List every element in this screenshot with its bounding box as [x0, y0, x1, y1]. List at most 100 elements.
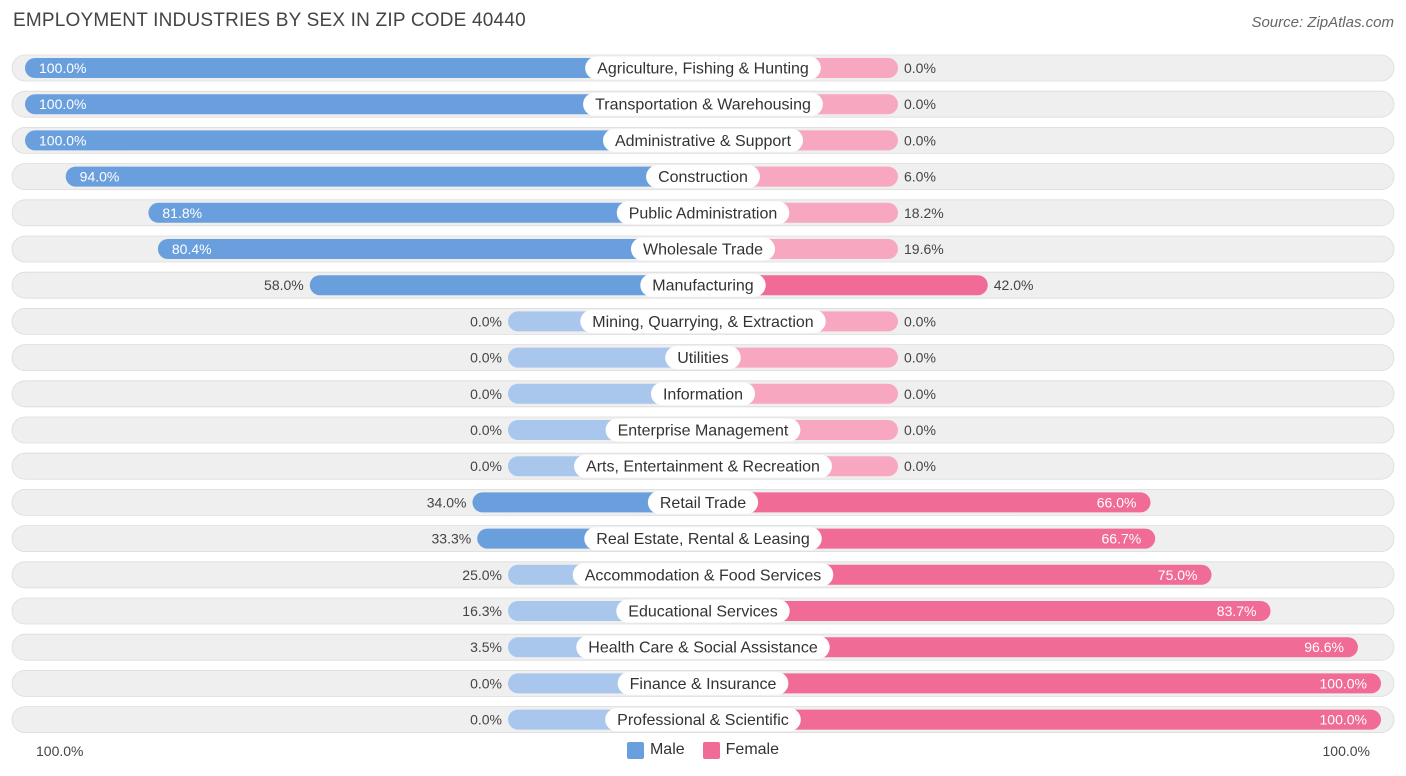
- category-pill: [646, 165, 760, 189]
- category-label: Agriculture, Fishing & Hunting: [597, 61, 809, 78]
- label-male-value: 0.0%: [470, 458, 502, 474]
- bar-female: [703, 709, 1381, 730]
- label-female-value: 0.0%: [904, 96, 936, 112]
- label-male-value: 0.0%: [470, 386, 502, 402]
- label-male-value: 58.0%: [264, 277, 304, 293]
- legend-label-male: Male: [649, 741, 685, 758]
- category-pill: [616, 599, 790, 623]
- label-male-value: 3.5%: [470, 639, 502, 655]
- category-label: Arts, Entertainment & Recreation: [586, 459, 820, 476]
- category-pill: [605, 708, 801, 732]
- category-pill: [572, 563, 834, 587]
- legend-item-male: Male: [626, 741, 685, 759]
- label-female-value: 0.0%: [904, 422, 936, 438]
- category-label: Manufacturing: [652, 278, 753, 295]
- label-female-value: 0.0%: [904, 458, 936, 474]
- bar-female: [703, 601, 1271, 621]
- category-label: Enterprise Management: [618, 423, 789, 440]
- bar-male: [25, 130, 703, 151]
- legend-swatch-female: [702, 741, 720, 759]
- category-pill: [574, 454, 832, 478]
- category-label: Wholesale Trade: [643, 242, 763, 259]
- label-female-value: 0.0%: [904, 313, 936, 329]
- label-female-value: 66.7%: [1102, 531, 1142, 547]
- label-male-value: 80.4%: [172, 241, 212, 257]
- label-male-value: 100.0%: [39, 96, 86, 112]
- category-pill: [630, 237, 776, 261]
- label-male-value: 33.3%: [432, 531, 472, 547]
- category-label: Construction: [658, 169, 748, 186]
- bar-male: [472, 492, 703, 513]
- bar-male: [25, 58, 703, 78]
- legend: Male Female: [0, 741, 1406, 759]
- category-pill: [583, 92, 823, 116]
- category-label: Accommodation & Food Services: [585, 567, 822, 584]
- label-female-value: 96.6%: [1304, 639, 1344, 655]
- label-male-value: 0.0%: [470, 350, 502, 366]
- category-pill: [580, 309, 826, 333]
- label-male-value: 0.0%: [470, 313, 502, 329]
- label-female-value: 0.0%: [904, 132, 936, 148]
- category-label: Information: [663, 386, 743, 403]
- bar-male: [65, 166, 704, 187]
- bar-male: [148, 202, 703, 223]
- label-male-value: 0.0%: [470, 712, 502, 728]
- label-female-value: 66.0%: [1097, 494, 1137, 510]
- bar-female: [703, 275, 988, 296]
- category-label: Public Administration: [629, 205, 778, 222]
- category-label: Health Care & Social Assistance: [588, 640, 818, 657]
- category-pill: [617, 671, 789, 695]
- legend-swatch-male: [626, 741, 644, 759]
- label-male-value: 81.8%: [162, 205, 202, 221]
- category-pill: [602, 128, 804, 152]
- label-male-value: 0.0%: [470, 675, 502, 691]
- category-label: Professional & Scientific: [617, 712, 789, 729]
- category-pill: [585, 56, 821, 80]
- category-pill: [584, 527, 822, 551]
- label-female-value: 100.0%: [1320, 712, 1367, 728]
- legend-label-female: Female: [725, 741, 780, 758]
- bar-female: [703, 492, 1151, 513]
- label-male-value: 100.0%: [39, 132, 86, 148]
- label-male-value: 16.3%: [462, 603, 502, 619]
- bar-female: [703, 637, 1358, 658]
- label-female-value: 42.0%: [994, 277, 1034, 293]
- category-pill: [605, 418, 801, 442]
- bar-male: [157, 239, 703, 259]
- category-label: Mining, Quarrying, & Extraction: [592, 314, 813, 331]
- category-label: Administrative & Support: [615, 133, 792, 150]
- category-pill: [616, 201, 790, 225]
- category-pill: [647, 490, 759, 514]
- label-female-value: 0.0%: [904, 350, 936, 366]
- category-label: Retail Trade: [660, 495, 746, 512]
- axis-left-label: 100.0%: [36, 743, 84, 759]
- label-male-value: 0.0%: [470, 422, 502, 438]
- axis-right-label: 100.0%: [1322, 743, 1370, 759]
- label-female-value: 0.0%: [904, 386, 936, 402]
- bar-male: [25, 94, 703, 115]
- label-female-value: 6.0%: [904, 169, 936, 185]
- bar-female: [703, 673, 1381, 694]
- category-pill: [665, 346, 741, 370]
- category-label: Educational Services: [628, 604, 777, 621]
- label-male-value: 25.0%: [462, 567, 502, 583]
- label-male-value: 100.0%: [39, 60, 86, 76]
- label-female-value: 83.7%: [1217, 603, 1257, 619]
- label-male-value: 34.0%: [427, 494, 467, 510]
- legend-item-female: Female: [702, 741, 780, 759]
- label-female-value: 100.0%: [1320, 675, 1367, 691]
- category-label: Finance & Insurance: [630, 676, 777, 693]
- label-female-value: 18.2%: [904, 205, 944, 221]
- bar-male: [309, 275, 703, 296]
- label-male-value: 94.0%: [80, 169, 120, 185]
- category-label: Utilities: [677, 350, 729, 367]
- bar-male: [508, 347, 703, 368]
- chart-svg: 100.0% 0.0% Agriculture, Fishing & Hunting…: [11, 54, 1395, 733]
- label-female-value: 19.6%: [904, 241, 944, 257]
- chart-title: EMPLOYMENT INDUSTRIES BY SEX IN ZIP CODE…: [13, 10, 526, 31]
- category-label: Transportation & Warehousing: [595, 97, 811, 114]
- label-female-value: 75.0%: [1158, 567, 1198, 583]
- label-female-value: 0.0%: [904, 60, 936, 76]
- category-pill: [640, 273, 766, 297]
- category-pill: [650, 382, 756, 406]
